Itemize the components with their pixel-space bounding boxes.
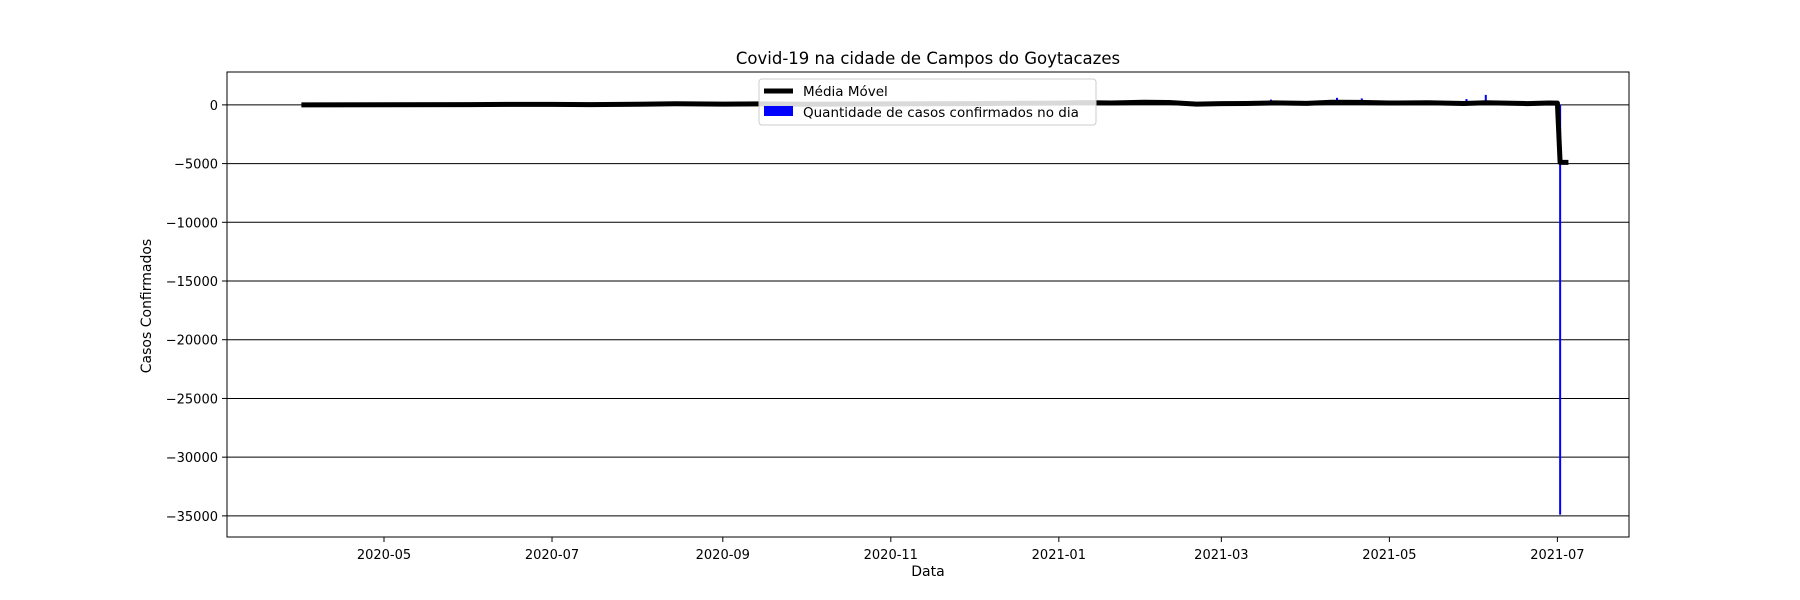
- line-layer: [301, 99, 1569, 165]
- y-tick-label: −25000: [166, 392, 218, 407]
- chart-title: Covid-19 na cidade de Campos do Goytacaz…: [736, 49, 1120, 68]
- legend-box: [758, 78, 1097, 126]
- legend-label-daily-cases: Quantidade de casos confirmados no dia: [803, 105, 1079, 121]
- x-tick-label: 2021-05: [1362, 548, 1416, 563]
- legend-bar-swatch: [764, 106, 793, 116]
- y-tick-label: 0: [210, 99, 218, 114]
- x-axis-label: Data: [911, 564, 944, 580]
- y-tick-label: −20000: [166, 334, 218, 349]
- x-tick-label: 2020-11: [864, 548, 918, 563]
- moving-average-line: [301, 99, 1569, 165]
- x-tick-label: 2020-09: [696, 548, 750, 563]
- y-axis: 0 −5000 −10000 −15000 −20000 −25000 −30000 −350…: [166, 99, 227, 525]
- x-tick-label: 2021-07: [1530, 548, 1584, 563]
- y-tick-label: −30000: [166, 451, 218, 466]
- y-tick-label: −35000: [166, 510, 218, 525]
- x-tick-label: 2020-05: [357, 548, 411, 563]
- y-tick-label: −5000: [174, 158, 218, 173]
- plot-frame: [226, 71, 1630, 538]
- x-tick-label: 2021-03: [1194, 548, 1248, 563]
- legend: Média Móvel Quantidade de casos confirma…: [758, 78, 1097, 126]
- x-axis: 2020-05 2020-07 2020-09 2020-11 2021-01 2021-…: [357, 537, 1585, 563]
- x-tick-label: 2021-01: [1032, 548, 1086, 563]
- daily-cases-bar: [1559, 104, 1562, 515]
- y-tick-label: −15000: [166, 275, 218, 290]
- y-axis-label: Casos Confirmados: [139, 239, 155, 373]
- daily-cases-bar: [1484, 94, 1487, 105]
- x-tick-label: 2020-07: [525, 548, 579, 563]
- y-tick-label: −10000: [166, 216, 218, 231]
- legend-label-moving-average: Média Móvel: [803, 84, 888, 100]
